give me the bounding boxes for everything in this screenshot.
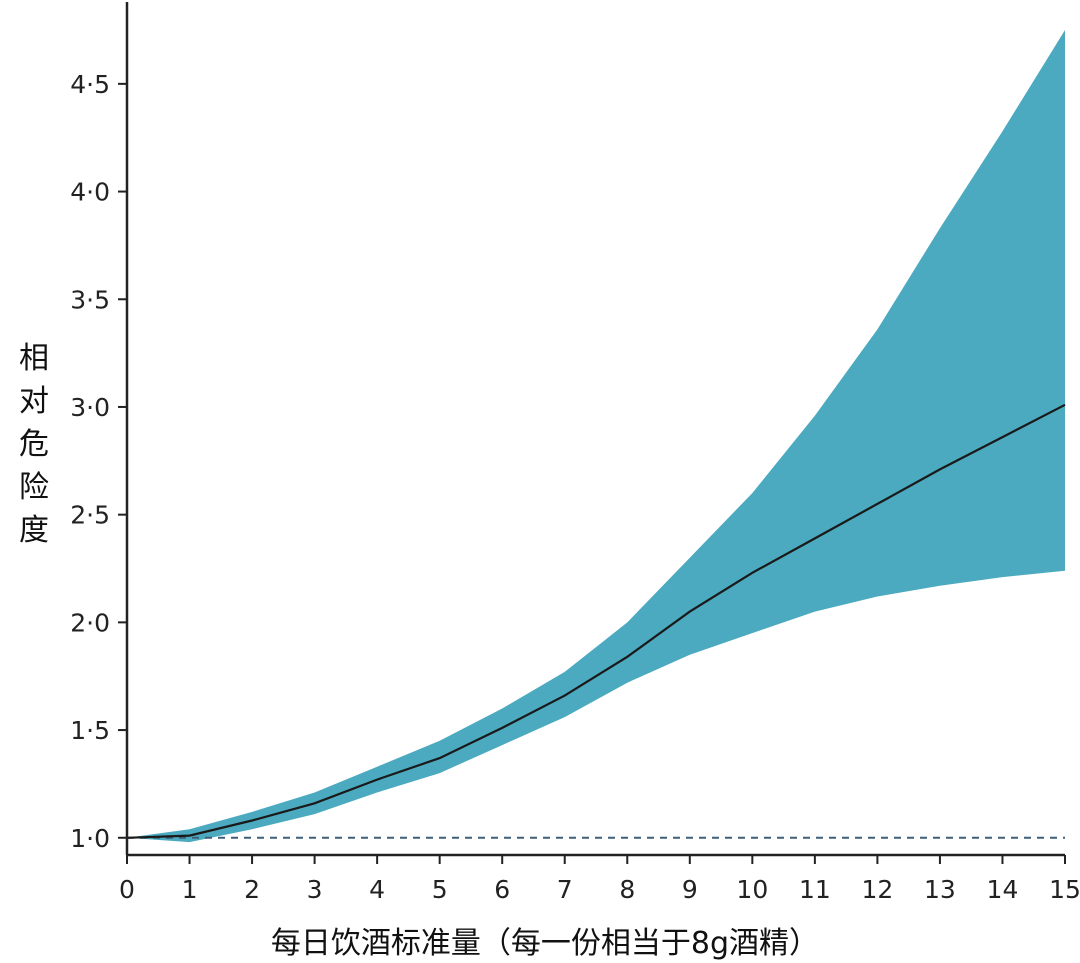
y-tick-label: 1·5 [70, 716, 110, 745]
x-tick-label: 7 [557, 875, 573, 904]
relative-risk-line [126, 403, 1066, 839]
x-tick-label: 1 [182, 875, 198, 904]
x-tick-label: 3 [307, 875, 323, 904]
x-tick-label: 5 [432, 875, 448, 904]
y-tick-label: 2·0 [70, 608, 110, 637]
y-tick-label: 1·0 [70, 824, 110, 853]
x-tick-label: 13 [924, 875, 956, 904]
x-axis-title: 每日饮酒标准量（每一份相当于8g酒精） [271, 926, 819, 961]
x-tick-label: 4 [369, 875, 385, 904]
x-tick-label: 10 [736, 875, 768, 904]
y-tick-label: 2·5 [70, 501, 110, 530]
x-tick-label: 11 [799, 875, 831, 904]
y-axis-title: 相对危险度 [19, 341, 49, 548]
confidence-band [127, 30, 1065, 843]
x-tick-label: 8 [619, 875, 635, 904]
plot-area [126, 30, 1066, 843]
x-tick-label: 15 [1049, 875, 1080, 904]
x-tick-label: 0 [119, 875, 135, 904]
x-tick-label: 9 [682, 875, 698, 904]
x-tick-label: 2 [244, 875, 260, 904]
y-tick-label: 3·5 [70, 285, 110, 314]
axes [118, 2, 1066, 864]
x-tick-label: 6 [494, 875, 510, 904]
y-tick-label: 4·0 [70, 178, 110, 207]
x-tick-label: 14 [987, 875, 1019, 904]
tick-labels: 0 1 2 3 4 5 6 7 8 9 10 11 12 13 14 151·01·52·02·53·03·5… [70, 70, 1080, 904]
y-tick-label: 3·0 [70, 393, 110, 422]
y-tick-label: 4·5 [70, 70, 110, 99]
x-tick-label: 12 [861, 875, 893, 904]
